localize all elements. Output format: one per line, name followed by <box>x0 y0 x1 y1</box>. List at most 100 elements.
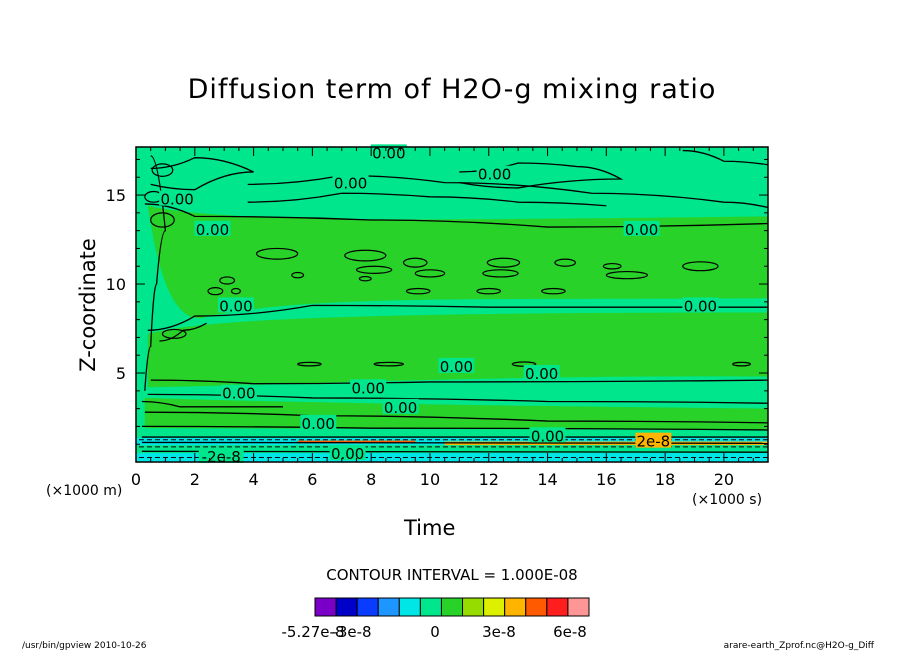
y-tick-label: 5 <box>116 364 126 383</box>
x-tick-label: 8 <box>366 470 376 489</box>
contour-oval-5 <box>554 258 577 267</box>
x-tick-label: 18 <box>655 470 675 489</box>
contour-label-bg-8 <box>682 297 719 313</box>
x-tick-label: 2 <box>190 470 200 489</box>
contour-oval-16 <box>230 287 241 295</box>
field-middle-band <box>147 312 769 388</box>
contour-oval-24 <box>161 328 187 339</box>
y-tick-label: 15 <box>106 186 126 205</box>
contour-line-15 <box>144 155 167 391</box>
contour-label-bg-12 <box>350 379 387 395</box>
contour-labels: 0.000.00 0.000.000.00 0.000.00 0.000.00 0.00… <box>159 144 719 466</box>
contour-label-bg-5 <box>194 220 231 236</box>
colorbar-swatch-11 <box>525 597 548 617</box>
contour-line-2 <box>147 304 768 331</box>
contour-label-7: 0.00 <box>219 297 252 315</box>
contour-label-bg-2 <box>332 174 369 190</box>
contour-label-9: 0.00 <box>440 358 473 376</box>
x-axis-label: Time <box>404 516 456 540</box>
contour-oval-10 <box>482 269 519 278</box>
colorbar-swatch-12 <box>546 597 569 617</box>
colorbar-swatch-1 <box>314 597 337 617</box>
contour-label-12: 0.00 <box>352 379 385 397</box>
contour-oval-14 <box>219 276 236 285</box>
contour-label-14: 0.00 <box>302 415 335 433</box>
chart-title: Diffusion term of H2O-g mixing ratio <box>187 74 717 105</box>
x-tick-label: 6 <box>307 470 317 489</box>
contour-line-3 <box>150 379 769 385</box>
colorbar-swatch-7 <box>440 597 464 617</box>
y-tick-label: 10 <box>106 275 126 294</box>
contour-oval-9 <box>414 269 446 278</box>
contour-label-17: -2e-8 <box>202 448 241 466</box>
contour-oval-12 <box>291 271 305 279</box>
x-tick-label: 10 <box>420 470 440 489</box>
contour-label-13: 0.00 <box>384 399 417 417</box>
colorbar-swatch-4 <box>377 597 400 617</box>
contour-label-2: 0.00 <box>334 175 367 193</box>
colorbar-swatch-13 <box>567 597 590 617</box>
contour-label-10: 0.00 <box>525 365 558 383</box>
contour-label-bg-6 <box>623 220 660 236</box>
colorbar-swatch-5 <box>398 597 421 617</box>
contour-oval-25 <box>150 212 175 228</box>
contour-interval: CONTOUR INTERVAL = 1.000E-08 <box>326 566 578 584</box>
contour-label-18: 2e-8 <box>636 433 670 451</box>
contour-line-12 <box>459 162 624 189</box>
colorbar-label-1: -5.27e-8 <box>282 623 345 641</box>
contour-label-bg-9 <box>438 357 475 373</box>
contour-label-16: 0.00 <box>331 445 364 463</box>
contour-oval-23 <box>732 361 751 367</box>
colorbar-label-3: 0 <box>430 623 440 641</box>
contour-label-5: 0.00 <box>196 221 229 239</box>
x-tick-label: 16 <box>596 470 616 489</box>
colorbar-swatch-10 <box>504 597 527 617</box>
contour-label-3: 0.00 <box>478 166 511 184</box>
contour-oval-13 <box>358 275 372 282</box>
contour-oval-18 <box>476 287 502 295</box>
field-positive-streak-2 <box>297 440 416 444</box>
contour-line-13 <box>682 149 769 166</box>
x-axis-unit: (×1000 s) <box>692 492 763 508</box>
contour-oval-21 <box>373 361 405 367</box>
contour-oval-4 <box>486 257 521 268</box>
contour-label-bg-3 <box>476 165 513 181</box>
x-tick-label: 0 <box>131 470 141 489</box>
x-tick-label: 20 <box>714 470 734 489</box>
contour-oval-7 <box>682 261 719 272</box>
contour-oval-20 <box>297 361 322 367</box>
contour-oval-2 <box>344 249 387 262</box>
colorbar-label-4: 3e-8 <box>482 623 516 641</box>
contour-line-5 <box>144 411 769 424</box>
contour-label-11: 0.00 <box>222 385 255 403</box>
contour-line-6 <box>141 425 769 431</box>
x-tick-label: 12 <box>479 470 499 489</box>
contour-oval-6 <box>602 262 622 270</box>
colorbar-label-5: 6e-8 <box>553 623 587 641</box>
contour-label-bg-16 <box>329 445 366 461</box>
plot-frame <box>135 146 769 463</box>
contour-label-bg-18 <box>635 432 672 448</box>
y-axis-unit: (×1000 m) <box>46 483 123 499</box>
plot-axes: 0 2 4 6 8 10 12 14 16 18 20 5 10 15 <box>106 146 769 489</box>
contour-label-15: 0.00 <box>531 427 564 445</box>
x-tick-label: 14 <box>537 470 557 489</box>
colorbar-swatch-9 <box>483 597 506 617</box>
contour-oval-1 <box>255 247 299 260</box>
footer-program: /usr/bin/gpview 2010-10-26 <box>22 641 147 651</box>
contour-label-4: 0.00 <box>160 191 193 209</box>
contour-label-bg-4 <box>159 190 196 206</box>
contour-line-8 <box>141 441 769 444</box>
contour-oval-15 <box>207 286 224 296</box>
contour-label-8: 0.00 <box>684 297 717 315</box>
field-upper-band <box>147 205 769 319</box>
footer-source: arare-earth_Zprof.nc@H2O-g_Diff <box>723 641 874 651</box>
contour-label-1: 0.00 <box>372 144 405 162</box>
contour-oval-3 <box>402 257 428 268</box>
contour-label-bg-14 <box>300 414 337 430</box>
colorbar: -5.27e-8-3e-8 0 3e-8 6e-8 <box>282 597 590 641</box>
colorbar-label-2: -3e-8 <box>332 623 371 641</box>
contour-label-bg-7 <box>217 297 254 313</box>
contour-line-16 <box>141 400 283 408</box>
